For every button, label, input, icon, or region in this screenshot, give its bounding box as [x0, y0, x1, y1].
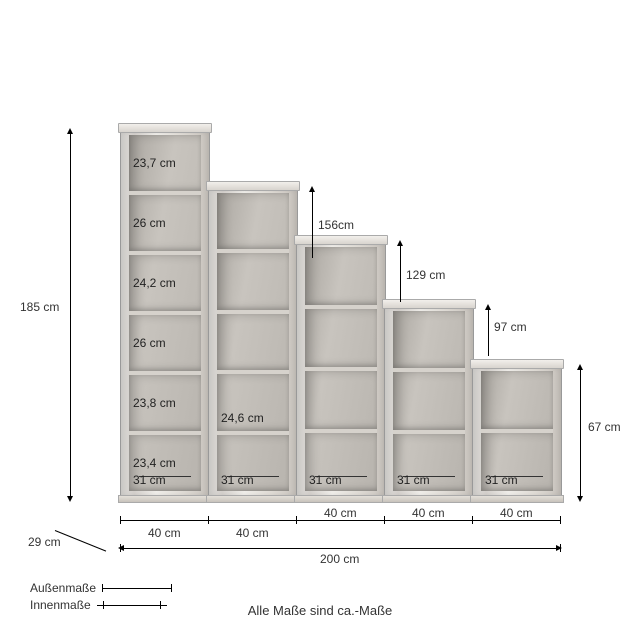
shelf-depth-label: 24,6 cm: [221, 411, 264, 425]
dim-line: [70, 130, 71, 500]
dim-line: [208, 520, 296, 521]
width-label: 40 cm: [412, 506, 445, 520]
height-label-5: 67 cm: [588, 420, 621, 434]
shelf-unit-3: 31 cm: [296, 240, 386, 500]
legend-inner: Innenmaße: [30, 598, 91, 612]
shelf-unit-2: 24,6 cm 31 cm: [208, 186, 298, 500]
shelf-height-label: 26 cm: [133, 216, 166, 230]
shelf-height-label: 26 cm: [133, 336, 166, 350]
dim-line: [120, 548, 560, 549]
height-label-4: 97 cm: [494, 320, 527, 334]
shelf-height-label: 23,7 cm: [133, 156, 176, 170]
height-label-3: 129 cm: [406, 268, 445, 282]
shelf-height-label: 23,4 cm: [133, 456, 176, 470]
legend-outer: Außenmaße: [30, 581, 96, 595]
shelf-width-label: 31 cm: [221, 473, 254, 487]
dim-line: [120, 520, 208, 521]
width-label: 40 cm: [148, 526, 181, 540]
dim-line: [296, 520, 384, 521]
shelf-width-label: 31 cm: [133, 473, 166, 487]
dim-line: [312, 188, 313, 258]
footnote: Alle Maße sind ca.-Maße: [248, 603, 393, 618]
width-label: 40 cm: [500, 506, 533, 520]
dim-line: [400, 242, 401, 302]
total-width-label: 200 cm: [320, 552, 359, 566]
width-label: 40 cm: [324, 506, 357, 520]
depth-label: 29 cm: [28, 535, 61, 549]
shelf-height-label: 23,8 cm: [133, 396, 176, 410]
legend: Außenmaße Innenmaße: [30, 578, 172, 615]
shelf-width-label: 31 cm: [485, 473, 518, 487]
dim-line: [55, 530, 106, 552]
shelf-width-label: 31 cm: [397, 473, 430, 487]
shelf-unit-1: 23,7 cm 26 cm 24,2 cm 26 cm 23,8 cm 23,4…: [120, 128, 210, 500]
shelf-width-label: 31 cm: [309, 473, 342, 487]
width-label: 40 cm: [236, 526, 269, 540]
dim-line: [580, 366, 581, 500]
dim-line: [472, 520, 560, 521]
shelf-unit-4: 31 cm: [384, 304, 474, 500]
shelf-height-label: 24,2 cm: [133, 276, 176, 290]
dim-line: [384, 520, 472, 521]
height-label-2: 156cm: [318, 218, 354, 232]
height-label-1: 185 cm: [20, 300, 59, 314]
diagram-stage: { "units":{ "left_x":120, "bottom_y":140…: [0, 0, 640, 640]
dim-line: [488, 306, 489, 356]
shelf-unit-5: 31 cm: [472, 364, 562, 500]
